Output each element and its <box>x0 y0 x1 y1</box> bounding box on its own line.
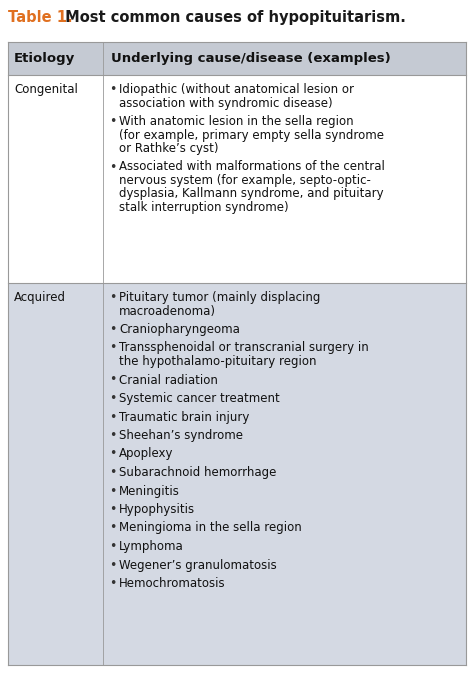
Text: Systemic cancer treatment: Systemic cancer treatment <box>119 392 280 405</box>
Text: Congenital: Congenital <box>14 83 78 96</box>
Text: With anatomic lesion in the sella region: With anatomic lesion in the sella region <box>119 115 354 128</box>
Text: Hemochromatosis: Hemochromatosis <box>119 577 226 590</box>
Text: •: • <box>109 577 117 590</box>
Text: •: • <box>109 540 117 553</box>
Text: •: • <box>109 160 117 174</box>
Text: Meningitis: Meningitis <box>119 485 180 497</box>
Text: Acquired: Acquired <box>14 291 66 304</box>
Text: Associated with malformations of the central: Associated with malformations of the cen… <box>119 160 385 174</box>
Bar <box>8 75 466 283</box>
Text: •: • <box>109 411 117 423</box>
Text: Sheehan’s syndrome: Sheehan’s syndrome <box>119 429 243 442</box>
Text: Subarachnoid hemorrhage: Subarachnoid hemorrhage <box>119 466 276 479</box>
Bar <box>8 283 466 665</box>
Text: •: • <box>109 374 117 386</box>
Text: Cranial radiation: Cranial radiation <box>119 374 218 386</box>
Text: Idiopathic (without anatomical lesion or: Idiopathic (without anatomical lesion or <box>119 83 354 96</box>
Text: stalk interruption syndrome): stalk interruption syndrome) <box>119 201 289 214</box>
Text: •: • <box>109 522 117 534</box>
Text: Hypophysitis: Hypophysitis <box>119 503 195 516</box>
Text: Transsphenoidal or transcranial surgery in: Transsphenoidal or transcranial surgery … <box>119 341 369 355</box>
Text: Pituitary tumor (mainly displacing: Pituitary tumor (mainly displacing <box>119 291 320 304</box>
Text: association with syndromic disease): association with syndromic disease) <box>119 96 333 110</box>
Text: or Rathke’s cyst): or Rathke’s cyst) <box>119 142 219 155</box>
Text: Meningioma in the sella region: Meningioma in the sella region <box>119 522 302 534</box>
Text: •: • <box>109 429 117 442</box>
Text: Apoplexy: Apoplexy <box>119 448 173 460</box>
Text: (for example, primary empty sella syndrome: (for example, primary empty sella syndro… <box>119 129 384 141</box>
Text: •: • <box>109 291 117 304</box>
Bar <box>8 42 466 75</box>
Text: Wegener’s granulomatosis: Wegener’s granulomatosis <box>119 559 277 571</box>
Text: the hypothalamo-pituitary region: the hypothalamo-pituitary region <box>119 355 317 368</box>
Text: •: • <box>109 503 117 516</box>
Text: Table 1.: Table 1. <box>8 10 73 25</box>
Text: •: • <box>109 115 117 128</box>
Text: •: • <box>109 559 117 571</box>
Text: •: • <box>109 323 117 336</box>
Text: Most common causes of hypopituitarism.: Most common causes of hypopituitarism. <box>60 10 406 25</box>
Text: •: • <box>109 392 117 405</box>
Text: Underlying cause/disease (examples): Underlying cause/disease (examples) <box>111 52 391 65</box>
Text: •: • <box>109 83 117 96</box>
Text: •: • <box>109 466 117 479</box>
Text: nervous system (for example, septo-optic-: nervous system (for example, septo-optic… <box>119 174 371 187</box>
Text: •: • <box>109 448 117 460</box>
Text: macroadenoma): macroadenoma) <box>119 304 216 318</box>
Text: Lymphoma: Lymphoma <box>119 540 184 553</box>
Text: •: • <box>109 485 117 497</box>
Text: Craniopharyngeoma: Craniopharyngeoma <box>119 323 240 336</box>
Text: Etiology: Etiology <box>14 52 75 65</box>
Text: •: • <box>109 341 117 355</box>
Text: dysplasia, Kallmann syndrome, and pituitary: dysplasia, Kallmann syndrome, and pituit… <box>119 188 383 201</box>
Text: Traumatic brain injury: Traumatic brain injury <box>119 411 249 423</box>
